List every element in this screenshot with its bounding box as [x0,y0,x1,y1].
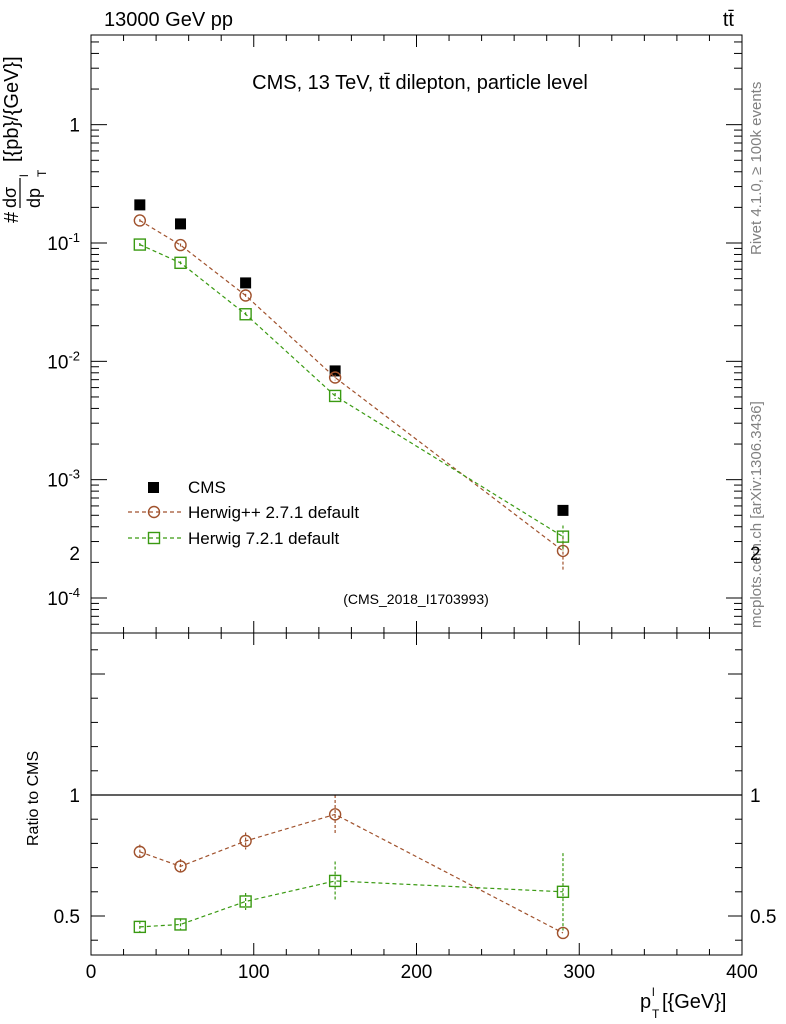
ratio-axis-ticks [90,633,743,955]
main-ytick-labels: 10-4 10-3 10-2 10-1 1 [47,116,80,610]
legend-label-herwigpp: Herwig++ 2.7.1 default [188,503,359,522]
ratio-ytick-label: 2 [69,544,80,565]
ratio-ytick-label-right: 2 [750,544,761,565]
legend-label-cms: CMS [188,478,226,497]
legend-label-herwig7: Herwig 7.2.1 default [188,529,339,548]
data-point-herwig7 [556,530,570,543]
data-point-herwig7 [239,308,252,321]
ratio-line-1 [139,880,564,928]
data-point-herwigpp [328,371,342,384]
xtick-label: 300 [563,962,595,983]
ytick-label: 1 [69,116,80,137]
data-point-herwigpp [239,289,252,302]
ratio-point-herwigpp [556,926,570,940]
ytick-label: 10-2 [47,348,80,373]
ratio-point-herwig7 [133,920,147,934]
ratio-ytick-label: 1 [69,786,80,807]
data-point-herwigpp [556,544,570,558]
ylabel-sub: T [35,169,49,177]
analysis-watermark: (CMS_2018_I1703993) [343,591,489,607]
main-ylabel: # dσ dp l T [{pb}/{GeV}] [0,56,49,223]
xlabel-unit: [{GeV}] [662,991,727,1013]
header-final-state: tt̄ [723,9,735,31]
xtick-label: 0 [86,962,97,983]
ratio-ytick-labels: 0.5 0.5 1 1 2 2 [54,544,777,928]
ratio-point-herwigpp [133,845,147,859]
rivet-version-label: Rivet 4.1.0, ≥ 100k events [748,82,765,255]
ytick-label: 10-4 [47,585,80,610]
legend: CMS Herwig++ 2.7.1 default Herwig 7.2.1 … [128,478,359,548]
ratio-point-herwigpp [328,808,342,821]
data-point-herwig7 [133,238,147,251]
ratio-ytick-label: 0.5 [54,907,80,928]
series-line-1 [139,219,564,552]
xlabel: p l T [{GeV}] [640,985,727,1021]
ylabel-sup: l [17,174,31,177]
mcplots-label: mcplots.cern.ch [arXiv:1306.3436] [748,401,765,628]
ylabel-denominator: dp [24,188,44,208]
ratio-series-layer [133,795,570,940]
data-point-herwig7 [328,389,342,403]
data-point-herwigpp [174,238,187,252]
ytick-label: 10-3 [47,467,80,492]
data-point-cms [134,199,146,211]
xlabel-sup: l [652,985,655,999]
ratio-point-herwig7 [174,918,187,931]
header-process: 13000 GeV pp [104,9,233,31]
data-point-herwig7 [174,256,187,270]
ratio-ytick-label-right: 0.5 [750,907,776,928]
data-point-cms [329,365,341,377]
ylabel-prefix: # [1,211,23,223]
ytick-label: 10-1 [47,230,80,255]
ratio-ylabel: Ratio to CMS [25,751,42,846]
ratio-ytick-label-right: 1 [750,786,761,807]
xtick-label: 400 [726,962,758,983]
ratio-point-herwigpp [239,834,252,848]
main-axis-ticks [90,35,743,633]
data-point-herwigpp [133,214,147,227]
xtick-labels: 0 100 200 300 400 [86,962,758,983]
xtick-label: 100 [238,962,270,983]
ratio-point-herwig7 [556,885,570,898]
ylabel-unit: [{pb}/{GeV}] [1,56,23,162]
data-point-cms [175,218,187,230]
xtick-label: 200 [401,962,433,983]
main-series-layer [133,199,570,571]
xlabel-p: p [640,991,651,1013]
legend-marker-cms [148,482,159,493]
xlabel-sub: T [652,1007,660,1021]
ylabel-numerator: dσ [0,187,20,208]
ratio-point-herwig7 [239,895,252,908]
ratio-point-herwigpp [174,860,187,873]
data-point-cms [240,277,252,289]
legend-marker-herwigpp [147,505,161,519]
legend-marker-herwig7 [147,531,161,545]
ratio-panel-frame [90,632,743,956]
ratio-point-herwig7 [328,874,342,888]
ratio-line-0 [139,813,564,934]
main-plot-title: CMS, 13 TeV, tt̄ dilepton, particle leve… [252,72,588,94]
data-point-cms [557,504,569,516]
